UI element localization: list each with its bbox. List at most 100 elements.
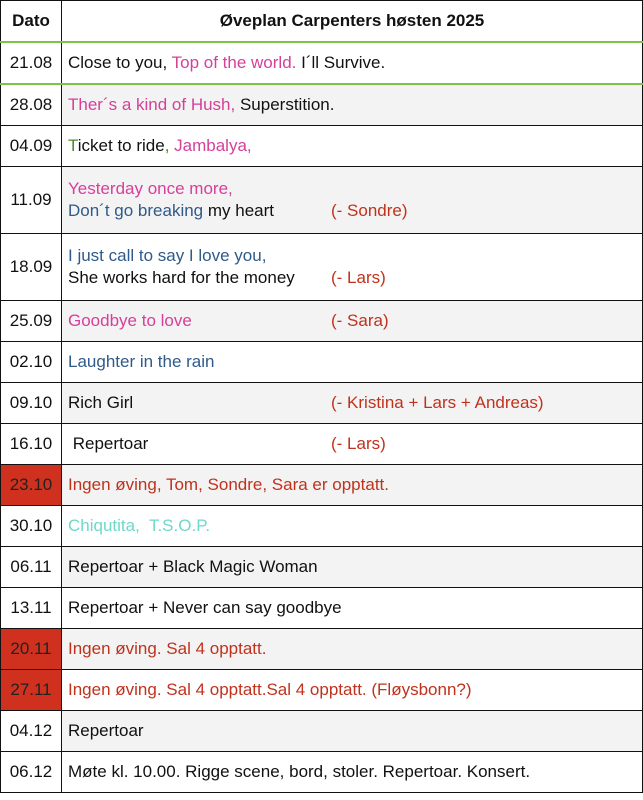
plan-line: Ingen øving. Sal 4 opptatt.Sal 4 opptatt… — [68, 679, 642, 701]
table-row: 04.09 Ticket to ride, Jambalya, — [0, 125, 643, 167]
table-body: 21.08 Close to you, Top of the world. I´l… — [0, 41, 643, 793]
plan-line: Repertoar + Never can say goodbye — [68, 597, 642, 619]
text-segment: Don´t go breaking — [68, 201, 204, 220]
plan-line: Close to you, Top of the world. I´ll Sur… — [68, 52, 642, 74]
plan-line: I just call to say I love you, — [68, 245, 642, 267]
date-cell: 28.08 — [0, 83, 62, 126]
date-cell: 04.12 — [0, 710, 62, 752]
table-row: 06.12 Møte kl. 10.00. Rigge scene, bord, … — [0, 751, 643, 793]
date-cell: 06.11 — [0, 546, 62, 588]
text-segment: Superstition. — [235, 95, 335, 114]
plan-cell: Ingen øving. Sal 4 opptatt. — [61, 628, 643, 670]
date-cell: 21.08 — [0, 41, 62, 85]
plan-line: Repertoar (- Lars) — [68, 433, 642, 455]
absence-note: (- Sondre) — [331, 201, 408, 220]
date-cell: 23.10 — [0, 464, 62, 506]
text-segment: Rich Girl — [68, 393, 134, 412]
text-segment: I´ll Survive. — [296, 53, 386, 72]
absence-note: (- Kristina + Lars + Andreas) — [331, 393, 544, 412]
plan-cell: Laughter in the rain — [61, 341, 643, 383]
text-segment: Møte kl. 10.00. Rigge scene, bord, stole… — [68, 762, 531, 781]
plan-line: Repertoar + Black Magic Woman — [68, 556, 642, 578]
absence-note: (- Lars) — [331, 268, 386, 287]
text-segment: icket to ride — [77, 136, 165, 155]
plan-line: Yesterday once more, — [68, 178, 642, 200]
table-row: 25.09 Goodbye to love (- Sara) — [0, 300, 643, 342]
date-cell: 02.10 — [0, 341, 62, 383]
text-segment: Ingen øving. Sal 4 opptatt.Sal 4 opptatt… — [68, 680, 472, 699]
table-row: 20.11 Ingen øving. Sal 4 opptatt. — [0, 628, 643, 670]
date-cell: 09.10 — [0, 382, 62, 424]
text-segment: She works hard for the money — [68, 268, 295, 287]
plan-line: Ingen øving, Tom, Sondre, Sara er opptat… — [68, 474, 642, 496]
text-segment: Repertoar — [68, 434, 149, 453]
plan-line: Goodbye to love (- Sara) — [68, 310, 642, 332]
plan-cell: Ingen øving. Sal 4 opptatt.Sal 4 opptatt… — [61, 669, 643, 711]
plan-line: Chiqutita, T.S.O.P. — [68, 515, 642, 537]
table-row: 28.08 Ther´s a kind of Hush, Superstition… — [0, 83, 643, 126]
text-segment: Ingen øving, Tom, Sondre, Sara er opptat… — [68, 475, 389, 494]
table-row: 11.09 Yesterday once more, Don´t go breaki… — [0, 166, 643, 234]
date-cell: 04.09 — [0, 125, 62, 167]
plan-cell: Repertoar + Black Magic Woman — [61, 546, 643, 588]
plan-cell: Yesterday once more, Don´t go breaking my… — [61, 166, 643, 234]
plan-cell: Repertoar + Never can say goodbye — [61, 587, 643, 629]
absence-note: (- Sara) — [331, 311, 389, 330]
table-row: 04.12 Repertoar — [0, 710, 643, 752]
text-segment: Yesterday once more, — [68, 179, 233, 198]
text-segment: Repertoar + Never can say goodbye — [68, 598, 342, 617]
date-cell: 18.09 — [0, 233, 62, 301]
text-segment: T — [68, 136, 78, 155]
plan-line: Rich Girl (- Kristina + Lars + Andreas) — [68, 392, 642, 414]
table-row: 09.10 Rich Girl (- Kristina + Lars + Andre… — [0, 382, 643, 424]
text-segment: Goodbye to love — [68, 311, 192, 330]
text-segment: Close to you, — [68, 53, 172, 72]
plan-cell: Close to you, Top of the world. I´ll Sur… — [61, 41, 643, 85]
text-segment: Repertoar — [68, 721, 144, 740]
text-segment: Repertoar + Black Magic Woman — [68, 557, 318, 576]
plan-cell: Repertoar (- Lars) — [61, 423, 643, 465]
header-row: Dato Øveplan Carpenters høsten 2025 — [0, 0, 643, 43]
plan-cell: Ingen øving, Tom, Sondre, Sara er opptat… — [61, 464, 643, 506]
text-segment: Chiqutita, T.S.O.P. — [68, 516, 211, 535]
table-row: 13.11 Repertoar + Never can say goodbye — [0, 587, 643, 629]
date-cell: 13.11 — [0, 587, 62, 629]
plan-line: Repertoar — [68, 720, 642, 742]
table-row: 23.10 Ingen øving, Tom, Sondre, Sara er o… — [0, 464, 643, 506]
date-cell: 25.09 — [0, 300, 62, 342]
plan-cell: Chiqutita, T.S.O.P. — [61, 505, 643, 547]
table-row: 30.10 Chiqutita, T.S.O.P. — [0, 505, 643, 547]
plan-line: Ingen øving. Sal 4 opptatt. — [68, 638, 642, 660]
plan-cell: Ticket to ride, Jambalya, — [61, 125, 643, 167]
plan-line: Laughter in the rain — [68, 351, 642, 373]
table-row: 18.09 I just call to say I love you, She w… — [0, 233, 643, 301]
plan-line: She works hard for the money (- Lars) — [68, 267, 642, 289]
plan-line: Don´t go breaking my heart (- Sondre) — [68, 200, 642, 222]
table-row: 02.10 Laughter in the rain — [0, 341, 643, 383]
title-header: Øveplan Carpenters høsten 2025 — [61, 0, 643, 43]
date-cell: 27.11 — [0, 669, 62, 711]
table-row: 16.10 Repertoar (- Lars) — [0, 423, 643, 465]
text-segment: my heart — [203, 201, 274, 220]
table-row: 06.11 Repertoar + Black Magic Woman — [0, 546, 643, 588]
plan-cell: Rich Girl (- Kristina + Lars + Andreas) — [61, 382, 643, 424]
plan-line: Ther´s a kind of Hush, Superstition. — [68, 94, 642, 116]
date-cell: 30.10 — [0, 505, 62, 547]
text-segment: Laughter in the rain — [68, 352, 215, 371]
table-row: 27.11 Ingen øving. Sal 4 opptatt.Sal 4 op… — [0, 669, 643, 711]
text-segment: Top of the world. — [171, 53, 297, 72]
text-segment: , — [164, 136, 175, 155]
plan-cell: Møte kl. 10.00. Rigge scene, bord, stole… — [61, 751, 643, 793]
date-cell: 16.10 — [0, 423, 62, 465]
text-segment: Ther´s a kind of Hush, — [68, 95, 236, 114]
date-cell: 06.12 — [0, 751, 62, 793]
absence-note: (- Lars) — [331, 434, 386, 453]
plan-cell: Ther´s a kind of Hush, Superstition. — [61, 83, 643, 126]
date-cell: 20.11 — [0, 628, 62, 670]
date-cell: 11.09 — [0, 166, 62, 234]
plan-cell: I just call to say I love you, She works … — [61, 233, 643, 301]
table-row: 21.08 Close to you, Top of the world. I´l… — [0, 41, 643, 85]
plan-cell: Repertoar — [61, 710, 643, 752]
